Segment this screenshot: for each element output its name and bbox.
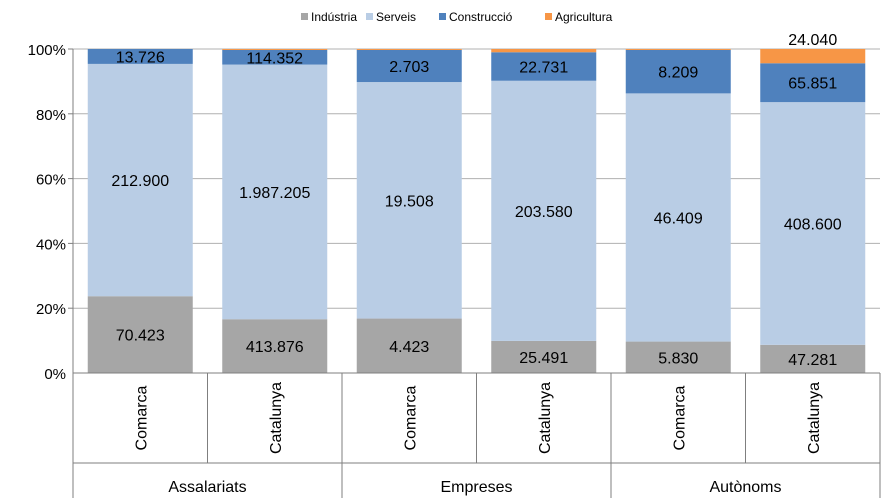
y-tick-label: 60%	[36, 172, 66, 189]
bar-segment	[222, 49, 328, 50]
x-tick-label: Catalunya	[806, 382, 823, 454]
legend-swatch	[439, 13, 446, 20]
y-tick-label: 0%	[44, 366, 66, 383]
bar-segment	[760, 344, 866, 373]
bar-segment	[87, 63, 193, 297]
data-label: 46.409	[654, 210, 703, 227]
data-label: 24.040	[788, 32, 837, 49]
bar-segment	[625, 93, 731, 342]
bar-segment	[760, 63, 866, 103]
data-label: 2.703	[389, 59, 429, 76]
data-label: 70.423	[116, 328, 165, 345]
bar-segment	[356, 49, 462, 83]
y-tick-label: 80%	[36, 107, 66, 124]
bar-segment	[491, 49, 597, 53]
data-label: 13.726	[116, 49, 165, 66]
bar-segment	[491, 340, 597, 373]
bar-segment	[356, 318, 462, 373]
bar-segment	[760, 49, 866, 64]
x-tick-label: Catalunya	[268, 382, 285, 454]
legend-swatch	[366, 13, 373, 20]
bar-segment	[625, 49, 731, 50]
bar-segment	[625, 341, 731, 373]
bar-segment	[491, 52, 597, 81]
bar-segment	[760, 102, 866, 345]
legend-label: Serveis	[376, 10, 416, 24]
bar-segment	[222, 64, 328, 320]
y-tick-label: 100%	[28, 42, 66, 59]
data-label: 212.900	[111, 173, 169, 190]
legend-label: Indústria	[311, 10, 357, 24]
legend-swatch	[301, 13, 308, 20]
data-label: 1.987.205	[239, 185, 310, 202]
data-label: 22.731	[519, 59, 568, 76]
data-label: 413.876	[246, 339, 304, 356]
bar-segment	[222, 319, 328, 373]
bar-segment	[491, 80, 597, 341]
data-label: 47.281	[788, 352, 837, 369]
legend-label: Construcció	[449, 10, 513, 24]
data-label: 4.423	[389, 339, 429, 356]
data-label: 203.580	[515, 204, 573, 221]
bar-segment	[222, 49, 328, 65]
legend-label: Agricultura	[555, 10, 613, 24]
data-label: 65.851	[788, 76, 837, 93]
y-tick-label: 40%	[36, 236, 66, 253]
data-label: 408.600	[784, 216, 842, 233]
x-tick-label: Catalunya	[537, 382, 554, 454]
data-label: 114.352	[246, 50, 303, 67]
group-label: Empreses	[440, 479, 512, 496]
y-tick-label: 20%	[36, 301, 66, 318]
x-tick-label: Comarca	[402, 385, 419, 450]
x-tick-label: Comarca	[133, 385, 150, 450]
group-label: Autònoms	[709, 479, 781, 496]
bar-segment	[356, 49, 462, 50]
legend-swatch	[545, 13, 552, 20]
group-label: Assalariats	[168, 479, 246, 496]
bar-segment	[87, 296, 193, 373]
bar-segment	[625, 49, 731, 94]
data-label: 8.209	[658, 65, 698, 82]
data-label: 25.491	[519, 350, 568, 367]
bar-segment	[87, 49, 193, 64]
x-tick-label: Comarca	[671, 385, 688, 450]
data-label: 19.508	[385, 193, 434, 210]
bar-segment	[356, 82, 462, 319]
data-label: 5.830	[658, 350, 698, 367]
